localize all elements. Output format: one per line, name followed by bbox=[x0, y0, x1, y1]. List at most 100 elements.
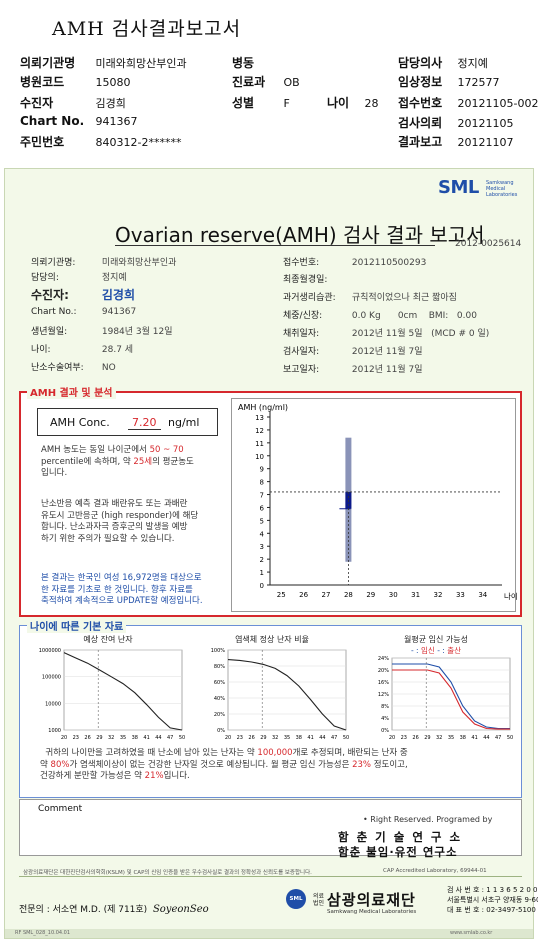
header-field: 결과보고 20121107 bbox=[398, 133, 514, 150]
info-label: 검사일자: bbox=[283, 347, 320, 357]
text-line: 유도시 고반응군 (high responder)에 해당 bbox=[41, 510, 199, 521]
series-line bbox=[392, 669, 510, 730]
age-section-label: 나이에 따른 기본 자료 bbox=[27, 618, 127, 633]
header-field: 검사의뢰 20121105 bbox=[398, 114, 514, 131]
contact-info: 검 사 번 호 : 1 1 3 6 5 2 0 0 서울특별시 서초구 양재동 … bbox=[447, 885, 538, 915]
x-tick-label: 47 bbox=[331, 735, 337, 741]
x-tick-label: 44 bbox=[483, 735, 489, 741]
x-tick-label: 23 bbox=[401, 735, 407, 741]
field-value: 김경희 bbox=[95, 97, 126, 110]
info-label: 생년월일: bbox=[31, 327, 68, 337]
series-line bbox=[227, 659, 347, 731]
info-label: 접수번호: bbox=[283, 258, 320, 268]
report-title: Ovarian reserve(AMH) 검사 결과 보고서 bbox=[115, 223, 485, 247]
mini-chart-svg: 20 23 26 29 32 35 38 41 44 47 50 1000 10000 100000 100… bbox=[39, 648, 185, 741]
x-tick-label: 20 bbox=[225, 735, 231, 741]
field-value: 840312-2****** bbox=[95, 136, 182, 149]
accreditation-note: 삼광의료재단은 대한진단검사의학회(KSLM) 및 CAP의 신임 인증을 받은… bbox=[23, 870, 312, 876]
info-row: 과거생리습관: 규칙적이었으나 최근 짧아짐 bbox=[283, 290, 457, 303]
x-tick-label: 33 bbox=[456, 591, 465, 599]
institute-name-2: 함춘 불임·유전 연구소 bbox=[338, 845, 458, 859]
amh-conc-label: AMH Conc. bbox=[50, 416, 110, 429]
field-value: 28 bbox=[364, 97, 379, 110]
delivery-pct: 21% bbox=[144, 771, 164, 781]
info-value: 28.7 세 bbox=[101, 345, 134, 355]
signature: SoyeonSeo bbox=[152, 904, 209, 915]
info-value: 2012110500293 bbox=[351, 258, 427, 268]
info-row: 의뢰기관명: 미래와희망산부인과 bbox=[31, 255, 176, 268]
result-header: AMH 검사결과보고서 의뢰기관명 미래와희망산부인과 병동 담당의사 정지예 … bbox=[0, 0, 538, 158]
patient-name: 김경희 bbox=[101, 288, 135, 302]
info-value: 2012년 11월 7일 bbox=[351, 365, 423, 375]
x-tick-label: 26 bbox=[248, 735, 254, 741]
series-line bbox=[392, 663, 510, 730]
x-tick-label: 20 bbox=[389, 735, 395, 741]
y-tick-label: 9 bbox=[260, 466, 264, 474]
info-row: 수진자: 김경희 bbox=[31, 286, 135, 303]
text-span: 입니다. bbox=[163, 771, 190, 781]
y-tick-label: 20% bbox=[214, 712, 225, 718]
field-label: 진료과 bbox=[232, 75, 266, 89]
header-field: 접수번호 20121105-00293 bbox=[398, 94, 538, 111]
info-label: 난소수술여부: bbox=[31, 363, 84, 373]
y-tick-label: 2 bbox=[260, 556, 264, 564]
x-tick-label: 29 bbox=[96, 735, 102, 741]
x-tick-label: 35 bbox=[284, 735, 290, 741]
pregnancy-pct: 23% bbox=[352, 759, 372, 770]
mini-chart-title: 월평균 임신 가능성 bbox=[404, 635, 468, 644]
x-tick-label: 34 bbox=[478, 591, 487, 599]
title-underline bbox=[115, 245, 435, 246]
x-tick-label: 47 bbox=[167, 735, 173, 741]
info-row: 체중/신장: 0.0 Kg 0cm BMI: 0.00 bbox=[283, 308, 477, 321]
plot-frame bbox=[63, 649, 183, 731]
field-label: Chart No. bbox=[20, 114, 85, 128]
y-tick-label: 5 bbox=[260, 517, 264, 525]
field-label: 임상정보 bbox=[398, 75, 443, 89]
field-value: OB bbox=[283, 76, 300, 89]
info-label: 담당의: bbox=[31, 273, 59, 283]
header-row: 수진자 김경희 bbox=[20, 94, 126, 111]
field-label: 수진자 bbox=[20, 96, 54, 110]
info-value: NO bbox=[101, 363, 116, 373]
y-tick-label: 12 bbox=[255, 427, 264, 435]
text-span: 건강하게 분만할 가능성은 약 bbox=[40, 771, 142, 781]
amh-age-chart: AMH (ng/ml) 0 1 2 3 4 5 6 7 8 9 10 11 12 13 25 26 27 28 29 3… bbox=[231, 398, 518, 612]
x-tick-label: 26 bbox=[412, 735, 418, 741]
specialist-label: 전문의 : 서소연 M.D. (제 711호) bbox=[19, 905, 148, 915]
y-tick-label: 0 bbox=[260, 582, 264, 590]
info-value: 미래와희망산부인과 bbox=[101, 258, 177, 268]
text-span: AMH 농도는 동일 나이군에서 bbox=[41, 445, 147, 455]
x-tick-label: 30 bbox=[389, 591, 398, 599]
field-value: 20121107 bbox=[457, 136, 514, 149]
corp-type: 의료법인 bbox=[313, 893, 325, 907]
y-tick-label: 40% bbox=[214, 696, 225, 702]
info-row: 접수번호: 2012110500293 bbox=[283, 255, 426, 268]
y-tick-label: 10 bbox=[255, 453, 264, 461]
y-tick-label: 4% bbox=[381, 716, 389, 722]
info-row: 생년월일: 1984년 3월 12일 bbox=[31, 324, 173, 337]
x-tick-label: 23 bbox=[73, 735, 79, 741]
y-tick-label: 80% bbox=[214, 664, 225, 670]
field-value: F bbox=[283, 97, 290, 110]
sml-badge-icon: SML bbox=[286, 889, 306, 909]
comment-label: Comment bbox=[38, 804, 83, 814]
x-tick-label: 38 bbox=[296, 735, 302, 741]
header-row: Chart No. 941367 bbox=[20, 114, 138, 128]
text-line: 난소반응 예측 결과 배란유도 또는 과배란 bbox=[41, 499, 188, 509]
percentile-range: 50 ~ 70 bbox=[149, 445, 184, 455]
x-tick-label: 29 bbox=[424, 735, 430, 741]
text-line: 축적하여 계속적으로 UPDATE할 예정입니다. bbox=[41, 596, 203, 606]
ovarian-response-text: 난소반응 예측 결과 배란유도 또는 과배란 유도시 고반응군 (high re… bbox=[41, 499, 227, 545]
field-value: 미래와희망산부인과 bbox=[95, 57, 187, 70]
x-tick-label: 38 bbox=[460, 735, 466, 741]
field-label: 결과보고 bbox=[398, 135, 443, 149]
x-tick-label: 44 bbox=[319, 735, 325, 741]
form-code: RF SML_028_10.04.01 bbox=[15, 930, 71, 936]
x-tick-label: 41 bbox=[307, 735, 313, 741]
text-span: percentile에 속하며, 약 bbox=[41, 456, 131, 467]
text-line: 서울특별시 서초구 양재동 9-60 bbox=[447, 896, 538, 904]
x-tick-label: 50 bbox=[507, 735, 513, 741]
field-label: 나이 bbox=[327, 96, 350, 110]
field-value: 15080 bbox=[95, 76, 131, 89]
